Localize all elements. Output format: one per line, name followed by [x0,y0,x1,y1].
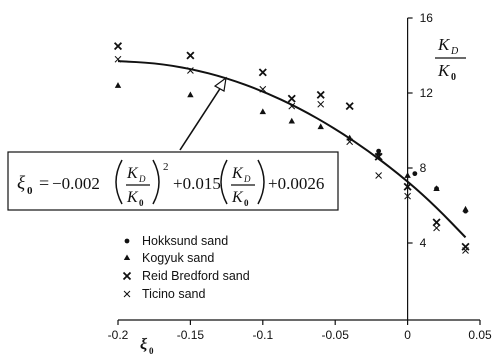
legend-marker-kogyuk [123,254,131,260]
point-ticino-sand [259,85,267,93]
point-ticino-sand [317,100,325,108]
point-reid-bredford-sand [258,68,267,77]
y-axis-label: K D K 0 [435,35,466,83]
point-ticino-sand [346,138,354,146]
legend-marker-ticino [123,290,131,298]
eq-frac2-den-sub: 0 [244,198,249,208]
point-reid-bredford-sand [432,218,441,227]
eq-lhs: ξ [17,173,26,194]
point-ticino-sand [114,55,122,63]
eq-power: 2 [163,161,169,173]
eq-const: +0.0026 [268,174,324,193]
point-ticino-sand [404,192,411,200]
point-reid-bredford-sand [287,94,296,103]
y-label-denominator-sub: 0 [451,72,456,83]
y-label-numerator: K [437,35,451,54]
legend-label-kogyuk: Kogyuk sand [142,251,214,265]
eq-frac2-num-sub: D [243,174,251,184]
y-tick-label: 12 [420,86,434,100]
eq-frac1-num: K [126,165,139,182]
y-label-denominator: K [437,61,451,80]
point-reid-bredford-sand [403,182,412,191]
equation-box: ξ 0 = −0.002 K D K 0 2 +0.015 K D K 0 +0… [7,151,339,211]
point-ticino-sand [375,172,382,179]
legend-marker-reid-bredford [122,271,132,281]
point-reid-bredford-sand [461,242,470,251]
eq-frac2-den: K [231,189,244,206]
point-reid-bredford-sand [374,152,383,161]
legend-label-hokksund: Hokksund sand [142,234,228,248]
legend-label-reid-bredford: Reid Bredford sand [142,269,250,283]
legend-marker-hokksund [124,238,130,244]
y-tick-label: 8 [420,161,427,175]
x-label-xi: ξ [140,336,148,353]
point-ticino-sand [187,67,194,74]
eq-frac2-num: K [231,165,244,182]
x-label-sub: 0 [149,346,154,356]
x-tick-label: -0.1 [252,328,273,342]
axes: -0.2 -0.15 -0.1 -0.05 0 0.05 4 8 12 16 [108,11,492,342]
x-axis-label: ξ 0 [140,336,154,356]
x-tick-label: -0.2 [108,328,129,342]
point-reid-bredford-sand [345,102,354,111]
eq-frac1-den: K [126,189,139,206]
legend: Hokksund sand Kogyuk sand Reid Bredford … [122,234,250,301]
y-tick-label: 16 [420,11,434,25]
point-kogyuk-sand [404,172,411,178]
eq-frac1-den-sub: 0 [139,198,144,208]
point-kogyuk-sand [114,82,122,88]
point-hokksund-sand [412,171,418,177]
point-kogyuk-sand [433,185,440,192]
x-tick-label: 0 [404,328,411,342]
point-kogyuk-sand [317,123,324,130]
legend-label-ticino: Ticino sand [142,287,206,301]
fit-curve-layer [117,60,467,239]
point-kogyuk-sand [187,91,194,98]
data-points [113,42,470,254]
point-ticino-sand [462,247,469,254]
fit-curve [117,60,467,239]
x-tick-label: -0.15 [177,328,205,342]
eq-frac1-num-sub: D [138,174,146,184]
point-kogyuk-sand [462,205,469,212]
point-kogyuk-sand [259,108,266,115]
y-tick-label: 4 [420,236,427,250]
point-reid-bredford-sand [316,90,325,99]
y-label-numerator-sub: D [450,46,459,57]
point-ticino-sand [433,224,440,232]
eq-equals: = [39,173,49,193]
eq-coef1: −0.002 [52,174,100,193]
point-reid-bredford-sand [186,51,195,60]
point-reid-bredford-sand [113,42,123,51]
eq-coef2: +0.015 [173,174,221,193]
eq-lhs-sub: 0 [27,185,33,197]
point-kogyuk-sand [346,134,353,141]
x-tick-label: -0.05 [322,328,350,342]
point-ticino-sand [288,102,296,110]
annotation-arrow [179,76,227,151]
point-kogyuk-sand [288,117,295,124]
x-tick-label: 0.05 [468,328,492,342]
